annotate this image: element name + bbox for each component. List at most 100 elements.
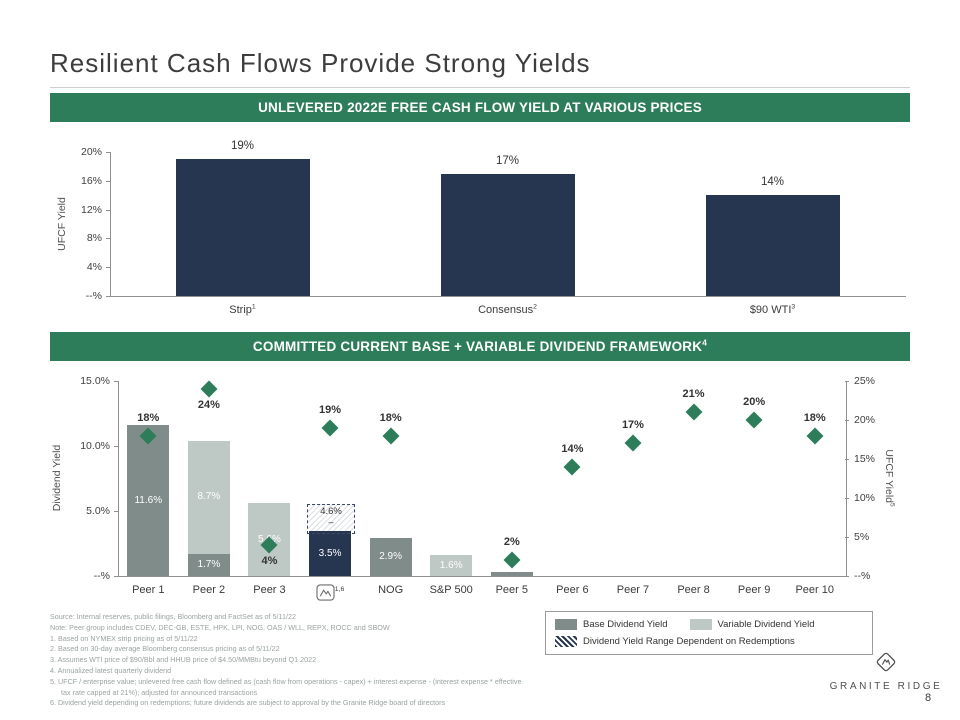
chart2-variable-dividend-bar: [430, 555, 473, 576]
chart1-y-tick-mark: [106, 152, 110, 153]
legend-item-base-dividend: Base Dividend Yield: [555, 619, 668, 630]
chart1-y-tick-mark: [106, 267, 110, 269]
chart2-left-tick-label: 5.0%: [86, 505, 110, 517]
ufcf-yield-value-label: 4%: [261, 554, 278, 567]
chart2-left-tick-mark: [114, 511, 118, 512]
chart2-base-dividend-bar: [127, 425, 170, 576]
chart1-y-tick-label: 16%: [80, 174, 102, 187]
chart2-right-tick-label: 5%: [854, 531, 870, 543]
chart2-plot-area: [118, 381, 847, 577]
chart1-y-tick-label: 8%: [86, 232, 102, 245]
chart2-category-label: Peer 8: [677, 584, 710, 596]
ufcf-yield-value-label: 14%: [561, 442, 584, 455]
chart2-category-label: Peer 2: [192, 584, 226, 596]
ufcf-yield-value-label: 2%: [503, 536, 520, 549]
footnotes: Source: Internal reserves, public filing…: [50, 612, 528, 709]
chart2-category-label: Peer 9: [737, 584, 771, 596]
legend-label: Base Dividend Yield: [583, 619, 668, 630]
chart2-right-tick-label: 25%: [854, 375, 876, 387]
base-dividend-bar-label: 2.9%: [379, 551, 403, 563]
footnote-marker: 1: [251, 303, 256, 311]
variable-dividend-bar-label: 1.6%: [439, 559, 463, 571]
chart1-y-tick-label: 12%: [80, 203, 102, 216]
gr-dividend-range-box: 4.6% –: [307, 503, 356, 534]
footnote-line: 1. Based on NYMEX strip pricing as of 5/…: [50, 633, 198, 643]
variable-dividend-swatch: [689, 619, 712, 630]
chart2-right-tick-label: 20%: [854, 414, 876, 426]
chart2-right-tick-mark: [845, 459, 849, 460]
ufcf-yield-value-label: 17%: [621, 419, 644, 432]
gr-range-dash: –: [328, 517, 334, 529]
chart2-title-text: COMMITTED CURRENT BASE + VARIABLE DIVIDE…: [252, 339, 703, 354]
legend-item-variable-dividend: Variable Dividend Yield: [689, 619, 815, 630]
chart2-base-dividend-bar: [490, 572, 533, 576]
chart2-legend: Base Dividend Yield Variable Dividend Yi…: [545, 611, 873, 655]
chart2-left-tick-mark: [114, 381, 118, 382]
chart1-category-label: $90 WTI3: [749, 303, 796, 316]
chart2-category-label: Peer 6: [556, 584, 589, 596]
ufcf-yield-value-label: 24%: [197, 398, 220, 411]
chart2-right-tick-label: 10%: [854, 492, 876, 504]
base-dividend-swatch: [555, 619, 577, 630]
chart1-title-banner: UNLEVERED 2022E FREE CASH FLOW YIELD AT …: [50, 93, 910, 122]
chart2-base-dividend-bar: [187, 553, 230, 576]
granite-ridge-logo-text: GRANITE RIDGE: [829, 681, 943, 692]
footnote-marker: 3: [791, 303, 796, 311]
chart2-category-label: NOG: [378, 584, 404, 596]
chart1-bar-value-label: 17%: [495, 154, 520, 167]
footnote-marker: 1,6: [334, 585, 345, 593]
chart1-bar: [440, 173, 575, 296]
title-divider: [50, 87, 910, 88]
ufcf-yield-value-label: 18%: [803, 411, 826, 424]
footnote-line: Note: Peer group includes CDEV, DEC-GB, …: [50, 622, 390, 632]
legend-row: Dividend Yield Range Dependent on Redemp…: [555, 636, 863, 647]
footnote-line: 6. Dividend yield depending on redemptio…: [50, 698, 446, 708]
legend-label: Dividend Yield Range Dependent on Redemp…: [583, 636, 795, 647]
chart1-y-tick-mark: [106, 180, 110, 182]
chart1-y-tick-label: --%: [85, 290, 102, 302]
footnote-marker: 4: [702, 337, 708, 348]
chart1-y-tick-label: 4%: [86, 261, 102, 274]
chart2-left-tick-label: 10.0%: [80, 440, 110, 452]
chart2-right-tick-mark: [845, 381, 849, 382]
chart1-category-label: Strip1: [229, 303, 256, 316]
chart2-left-tick-mark: [114, 576, 118, 577]
granite-ridge-logo: GRANITE RIDGE: [828, 650, 944, 692]
base-dividend-bar-label: 11.6%: [134, 494, 163, 506]
variable-dividend-bar-label: 8.7%: [197, 491, 221, 503]
legend-row: Base Dividend Yield Variable Dividend Yi…: [555, 619, 863, 630]
granite-ridge-logo-icon: [876, 652, 896, 672]
chart2-title-banner: COMMITTED CURRENT BASE + VARIABLE DIVIDE…: [50, 332, 910, 361]
legend-item-dividend-range: Dividend Yield Range Dependent on Redemp…: [555, 636, 795, 647]
chart2-category-label: S&P 500: [429, 584, 473, 596]
footnote-line: 5. UFCF / enterprise value; unlevered fr…: [50, 676, 522, 697]
ufcf-yield-value-label: 21%: [682, 388, 705, 401]
page-number: 8: [925, 692, 932, 704]
gr-logo-icon: [316, 584, 335, 601]
chart2-right-tick-mark: [845, 537, 849, 538]
chart2-right-tick-label: 15%: [854, 453, 876, 465]
chart1-plot-area: [110, 152, 906, 297]
footnote-line: 2. Based on 30-day average Bloomberg con…: [50, 644, 280, 654]
ufcf-yield-value-label: 20%: [743, 396, 766, 408]
chart2-category-label: Peer 5: [495, 584, 528, 596]
chart2-left-tick-label: --%: [93, 570, 110, 582]
dividend-range-swatch: [555, 636, 577, 647]
chart1-y-tick-mark: [106, 296, 110, 297]
chart1-category-label: Consensus2: [478, 303, 537, 316]
chart2-category-label: Peer 3: [253, 584, 286, 596]
chart1-y-tick-label: 20%: [80, 146, 102, 158]
page-title: Resilient Cash Flows Provide Strong Yiel…: [50, 48, 591, 78]
chart1-y-tick-mark: [106, 238, 110, 240]
ufcf-yield-value-label: 18%: [379, 411, 402, 424]
chart2-category-label: Peer 1: [132, 584, 165, 596]
chart2-right-tick-mark: [845, 576, 849, 577]
chart2-variable-dividend-bar: [187, 440, 230, 554]
chart1-bar-value-label: 14%: [760, 176, 785, 189]
chart2-left-tick-label: 15.0%: [80, 375, 110, 387]
base-dividend-bar-label: 1.7%: [197, 558, 221, 570]
chart2-left-tick-mark: [114, 446, 118, 447]
